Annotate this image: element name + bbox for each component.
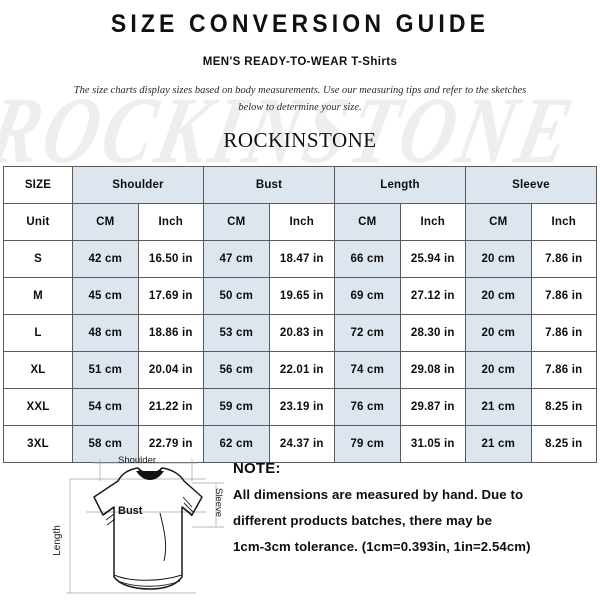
table-row: XXL 54 cm 21.22 in 59 cm 23.19 in 76 cm 29.87 … [3,388,597,426]
page-title: SIZE CONVERSION GUIDE [110,10,490,38]
value-cell: 45 cm [72,277,139,315]
value-cell: 16.50 in [137,240,204,278]
note-heading: NOTE: [233,460,281,477]
bottom-section: Shoulder Bust Length Sleeve NOTE: All di… [0,455,600,610]
tshirt-measurement-diagram: Shoulder Bust Length Sleeve [52,455,236,607]
value-cell: 23.19 in [268,388,335,426]
page-description: The size charts display sizes based on b… [73,85,527,113]
value-cell: 19.65 in [268,277,335,315]
value-cell: 74 cm [334,351,401,389]
unit-shoulder-cm: CM [72,203,139,241]
value-cell: 21 cm [465,388,532,426]
size-cell-m: M [3,277,73,315]
value-cell: 24.37 in [268,425,335,463]
value-cell: 8.25 in [530,425,597,463]
value-cell: 20 cm [465,351,532,389]
value-cell: 7.86 in [530,240,597,278]
size-conversion-table: SIZE Shoulder Bust Length Sleeve Unit CM Inch CM… [3,166,597,463]
table-row: 3XL 58 cm 22.79 in 62 cm 24.37 in 79 cm 31.05 … [3,425,597,463]
value-cell: 7.86 in [530,277,597,315]
value-cell: 25.94 in [399,240,466,278]
size-cell-xl: XL [3,351,73,389]
table-row: L 48 cm 18.86 in 53 cm 20.83 in 72 cm 28.30 in… [3,314,597,352]
value-cell: 7.86 in [530,351,597,389]
value-cell: 54 cm [72,388,139,426]
value-cell: 21 cm [465,425,532,463]
group-header-shoulder: Shoulder [72,166,204,204]
table-row: XL 51 cm 20.04 in 56 cm 22.01 in 74 cm 29.08 i… [3,351,597,389]
table-row: S 42 cm 16.50 in 47 cm 18.47 in 66 cm 25.94 in… [3,240,597,278]
value-cell: 20.83 in [268,314,335,352]
value-cell: 79 cm [334,425,401,463]
unit-sleeve-cm: CM [465,203,532,241]
value-cell: 31.05 in [399,425,466,463]
value-cell: 7.86 in [530,314,597,352]
bust-label: Bust [118,505,143,517]
length-label: Length [51,525,63,556]
unit-sleeve-inch: Inch [530,203,597,241]
unit-length-inch: Inch [399,203,466,241]
value-cell: 29.08 in [399,351,466,389]
value-cell: 58 cm [72,425,139,463]
value-cell: 27.12 in [399,277,466,315]
value-cell: 50 cm [203,277,270,315]
value-cell: 18.47 in [268,240,335,278]
value-cell: 48 cm [72,314,139,352]
tshirt-icon [66,459,224,594]
value-cell: 72 cm [334,314,401,352]
size-guide-page: SIZE CONVERSION GUIDE MEN'S READY-TO-WEA… [0,10,600,463]
value-cell: 69 cm [334,277,401,315]
value-cell: 42 cm [72,240,139,278]
value-cell: 59 cm [203,388,270,426]
note-line-2: different products batches, there may be [233,513,493,528]
table-row: M 45 cm 17.69 in 50 cm 19.65 in 69 cm 27.12 in… [3,277,597,315]
value-cell: 8.25 in [530,388,597,426]
note-line-3: 1cm-3cm tolerance. (1cm=0.393in, 1in=2.5… [233,539,531,554]
table-unit-row: Unit CM Inch CM Inch CM Inch CM Inch [3,203,597,241]
size-cell-xxl: XXL [3,388,73,426]
header-cell-unit: Unit [3,203,73,241]
value-cell: 18.86 in [137,314,204,352]
size-cell-l: L [3,314,73,352]
value-cell: 66 cm [334,240,401,278]
value-cell: 53 cm [203,314,270,352]
page-subtitle: MEN'S READY-TO-WEAR T-Shirts [202,56,398,68]
group-header-bust: Bust [203,166,335,204]
note-line-1: All dimensions are measured by hand. Due… [233,487,524,502]
size-cell-3xl: 3XL [3,425,73,463]
value-cell: 47 cm [203,240,270,278]
value-cell: 76 cm [334,388,401,426]
table-group-header-row: SIZE Shoulder Bust Length Sleeve [3,166,597,204]
note-block: NOTE: All dimensions are measured by han… [233,460,593,560]
value-cell: 29.87 in [399,388,466,426]
value-cell: 20 cm [465,277,532,315]
value-cell: 20 cm [465,240,532,278]
value-cell: 21.22 in [137,388,204,426]
value-cell: 22.01 in [268,351,335,389]
unit-bust-cm: CM [203,203,270,241]
value-cell: 28.30 in [399,314,466,352]
value-cell: 51 cm [72,351,139,389]
value-cell: 22.79 in [137,425,204,463]
value-cell: 56 cm [203,351,270,389]
unit-bust-inch: Inch [268,203,335,241]
unit-shoulder-inch: Inch [137,203,204,241]
sleeve-label: Sleeve [213,487,225,518]
shoulder-label: Shoulder [118,455,157,466]
group-header-length: Length [334,166,466,204]
unit-length-cm: CM [334,203,401,241]
header-cell-size: SIZE [3,166,73,204]
size-cell-s: S [3,240,73,278]
value-cell: 17.69 in [137,277,204,315]
value-cell: 20.04 in [137,351,204,389]
value-cell: 20 cm [465,314,532,352]
brand-name: ROCKINSTONE [223,128,377,152]
group-header-sleeve: Sleeve [465,166,597,204]
